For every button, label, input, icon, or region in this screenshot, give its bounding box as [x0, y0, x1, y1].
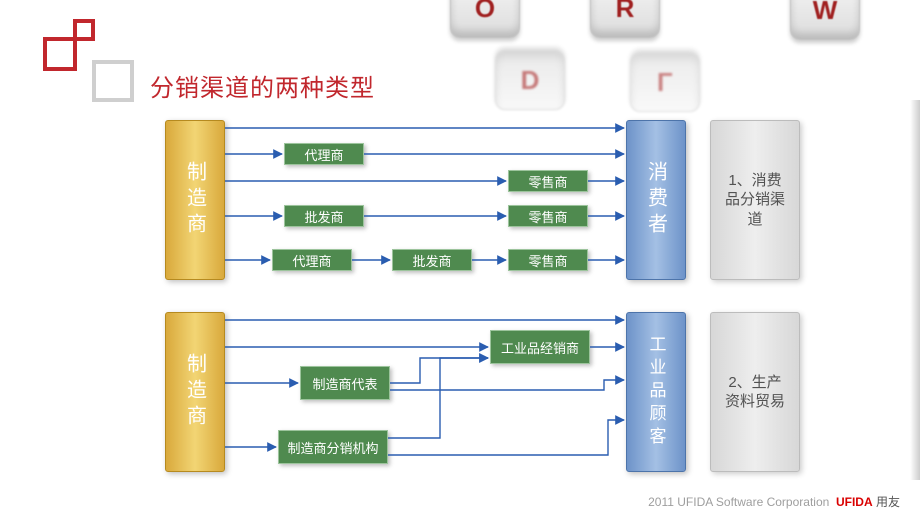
node-agent2: 代理商	[272, 249, 352, 271]
node-retailer-r4: 零售商	[508, 249, 588, 271]
g1-consumer: 消费者	[626, 120, 686, 280]
footer-cn: 用友	[876, 495, 900, 509]
g2-industrial-customer: 工业品顾客	[626, 312, 686, 472]
footer: 2011 UFIDA Software Corporation UFIDA 用友	[648, 493, 900, 510]
footer-brand: UFIDA	[836, 495, 873, 509]
node-retailer-r2: 零售商	[508, 170, 588, 192]
node-agent1: 代理商	[284, 143, 364, 165]
keycap: O	[450, 0, 520, 38]
keycap: W	[790, 0, 860, 40]
node-industrial-dealer: 工业品经销商	[490, 330, 590, 364]
side-shadow	[910, 100, 920, 480]
deco-square-grey	[92, 60, 134, 102]
node-wholesaler1: 批发商	[284, 205, 364, 227]
node-retailer-r3: 零售商	[508, 205, 588, 227]
keycap: R	[590, 0, 660, 38]
keycap: L	[630, 52, 700, 112]
keycap: D	[495, 50, 565, 110]
g1-category: 1、消费品分销渠道	[710, 120, 800, 280]
node-mfr-rep: 制造商代表	[300, 366, 390, 400]
node-wholesaler2: 批发商	[392, 249, 472, 271]
footer-copy: 2011 UFIDA Software Corporation	[648, 495, 829, 509]
g1-manufacturer: 制造商	[165, 120, 225, 280]
g2-manufacturer: 制造商	[165, 312, 225, 472]
node-mfr-branch: 制造商分销机构	[278, 430, 388, 464]
deco-square-big	[43, 37, 77, 71]
page-title: 分销渠道的两种类型	[150, 68, 375, 103]
g2-category: 2、生产资料贸易	[710, 312, 800, 472]
